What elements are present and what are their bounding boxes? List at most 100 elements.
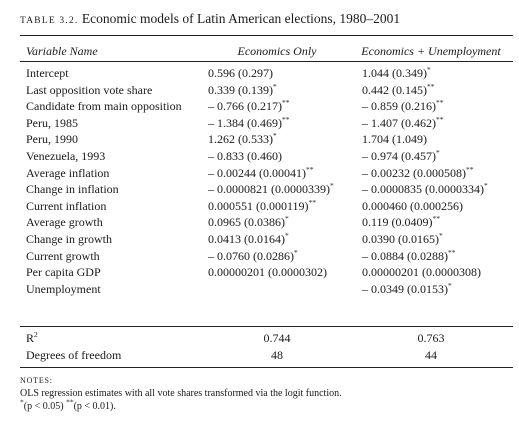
degrees-of-freedom-label: Degrees of freedom	[26, 348, 122, 362]
economics-unemployment-significance: **	[436, 114, 444, 124]
economics-only-estimate: 0.00000201 (0.0000302)	[208, 265, 327, 280]
variable-name: Unemployment	[26, 281, 101, 296]
variable-name: Change in growth	[26, 231, 112, 246]
economics-only-cell: 0.339 (0.139)*	[208, 82, 277, 99]
economics-unemployment-cell: – 1.407 (0.462)**	[362, 115, 444, 132]
economics-only-significance: *	[273, 81, 277, 91]
economics-unemployment-estimate: – 0.0000835 (0.0000334)	[362, 182, 484, 197]
economics-unemployment-significance: *	[439, 230, 443, 240]
economics-only-estimate: – 0.0760 (0.0286)	[208, 248, 294, 263]
economics-unemployment-cell: – 0.859 (0.216)**	[362, 98, 444, 115]
sig-one-text: (p < 0.05)	[23, 401, 67, 412]
economics-unemployment-significance: *	[436, 147, 440, 157]
variable-name: Intercept	[26, 66, 69, 80]
economics-only-cell: 0.0965 (0.0386)*	[208, 214, 289, 231]
economics-unemployment-estimate: – 0.859 (0.216)	[362, 99, 436, 114]
sig-one-star: *	[20, 397, 24, 407]
economics-unemployment-estimate: – 0.00232 (0.000508)	[362, 165, 466, 180]
variable-name: Peru, 1990	[26, 132, 78, 147]
economics-unemployment-cell: – 0.0884 (0.0288)**	[362, 248, 456, 265]
economics-only-estimate: 0.0413 (0.0164)	[208, 231, 285, 246]
notes-method: OLS regression estimates with all vote s…	[20, 388, 342, 399]
economics-unemployment-estimate: 1.704 (1.049)	[362, 132, 427, 147]
table-header: Variable Name Economics Only Economics +…	[20, 44, 513, 60]
table-row: Peru, 1990 1.262 (0.533)* 1.704 (1.049)	[20, 131, 513, 148]
table-label: Table 3.2.	[20, 16, 79, 26]
economics-unemployment-estimate: 0.000460 (0.000256)	[362, 198, 463, 213]
top-rule	[20, 35, 513, 37]
economics-unemployment-cell: 0.442 (0.145)**	[362, 82, 435, 99]
table-notes: NOTES: OLS regression estimates with all…	[20, 374, 513, 413]
economics-unemployment-cell: 0.0390 (0.0165)*	[362, 231, 443, 248]
variable-name: Last opposition vote share	[26, 82, 153, 97]
r-squared-exponent: 2	[34, 330, 38, 339]
economics-unemployment-cell: 0.00000201 (0.0000308)	[362, 264, 481, 281]
r-squared-letter: R	[26, 331, 35, 345]
variable-name: Change in inflation	[26, 182, 119, 197]
economics-unemployment-cell: 0.000460 (0.000256)	[362, 198, 463, 215]
table-row: Current inflation 0.000551 (0.000119)** 0.…	[20, 198, 513, 215]
table-row: Average growth 0.0965 (0.0386)* 0.119 (0.0…	[20, 214, 513, 231]
economics-only-significance: *	[285, 230, 289, 240]
economics-only-cell: – 0.00244 (0.00041)**	[208, 165, 314, 182]
sig-two-text: (p < 0.01).	[73, 401, 116, 412]
header-economics-unemployment: Economics + Unemployment	[361, 44, 501, 58]
economics-only-estimate: – 0.0000821 (0.0000339)	[208, 182, 330, 197]
table-row: Unemployment – 0.0349 (0.0153)*	[20, 281, 513, 298]
notes-heading: NOTES:	[20, 376, 53, 385]
variable-name: Average inflation	[26, 165, 110, 180]
variable-name: Current growth	[26, 248, 100, 263]
table-row: Change in inflation – 0.0000821 (0.000033…	[20, 181, 513, 198]
notes-significance: *(p < 0.05) **(p < 0.01).	[20, 397, 513, 413]
sig-two-star: **	[66, 397, 74, 407]
economics-only-significance: *	[330, 181, 334, 191]
table-stats: R2 0.744 0.763 Degrees of freedom 48 44	[20, 330, 513, 364]
table-row: Last opposition vote share 0.339 (0.139)*…	[20, 82, 513, 99]
table-row: Peru, 1985– 1.384 (0.469)** – 1.407 (0.46…	[20, 115, 513, 132]
economics-unemployment-estimate: – 0.974 (0.457)	[362, 148, 436, 163]
economics-unemployment-significance: **	[466, 164, 474, 174]
economics-unemployment-estimate: – 1.407 (0.462)	[362, 115, 436, 130]
economics-only-significance: **	[306, 164, 314, 174]
variable-name: Average growth	[26, 215, 103, 230]
stats-rule	[20, 326, 513, 327]
economics-unemployment-significance: *	[448, 280, 452, 290]
economics-only-cell: 0.000551 (0.000119)**	[208, 198, 316, 215]
variable-name: Candidate from main opposition	[26, 99, 182, 114]
economics-only-cell: 0.596 (0.297)	[208, 65, 273, 82]
economics-only-cell: – 0.766 (0.217)**	[208, 98, 290, 115]
economics-only-significance: **	[308, 197, 317, 207]
economics-unemployment-cell: 0.119 (0.0409)**	[362, 214, 440, 231]
r-squared-economics-unemployment: 0.763	[417, 331, 445, 345]
economics-only-significance: **	[282, 114, 290, 124]
header-economics-only: Economics Only	[237, 44, 317, 58]
economics-only-estimate: 0.339 (0.139)	[208, 82, 273, 97]
economics-only-estimate: 0.0965 (0.0386)	[208, 215, 285, 230]
table-row: Intercept 0.596 (0.297) 1.044 (0.349)*	[20, 65, 513, 82]
economics-unemployment-significance: **	[427, 81, 435, 91]
table-row: Venezuela, 1993 – 0.833 (0.460) – 0.974 (0…	[20, 148, 513, 165]
r-squared-economics-only: 0.744	[263, 331, 291, 345]
economics-only-cell: 0.0413 (0.0164)*	[208, 231, 289, 248]
economics-unemployment-cell: 1.704 (1.049)	[362, 131, 427, 148]
economics-unemployment-significance: *	[427, 65, 431, 74]
economics-only-cell: – 0.0760 (0.0286)*	[208, 248, 298, 265]
variable-name: Per capita GDP	[26, 265, 101, 280]
economics-only-estimate: 1.262 (0.533)	[208, 132, 273, 147]
economics-only-significance: *	[294, 247, 298, 257]
table-row: Candidate from main opposition – 0.766 (0…	[20, 98, 513, 115]
economics-only-estimate: – 0.00244 (0.00041)	[208, 165, 306, 180]
economics-unemployment-estimate: 0.00000201 (0.0000308)	[362, 265, 481, 280]
economics-unemployment-significance: **	[436, 98, 444, 108]
table-row: Per capita GDP 0.00000201 (0.0000302) 0.00…	[20, 264, 513, 281]
economics-unemployment-estimate: 0.119 (0.0409)	[362, 215, 433, 230]
table-caption: Table 3.2. Economic models of Latin Amer…	[20, 11, 400, 27]
economics-unemployment-significance: **	[432, 214, 441, 224]
economics-unemployment-estimate: 0.442 (0.145)	[362, 82, 427, 97]
economics-unemployment-significance: *	[484, 181, 488, 191]
table-row: Average inflation – 0.00244 (0.00041)** – …	[20, 165, 513, 182]
variable-name: Venezuela, 1993	[26, 148, 106, 163]
table-body: Intercept 0.596 (0.297) 1.044 (0.349)* Last…	[20, 65, 513, 297]
r-squared-row: R2 0.744 0.763	[20, 330, 513, 347]
